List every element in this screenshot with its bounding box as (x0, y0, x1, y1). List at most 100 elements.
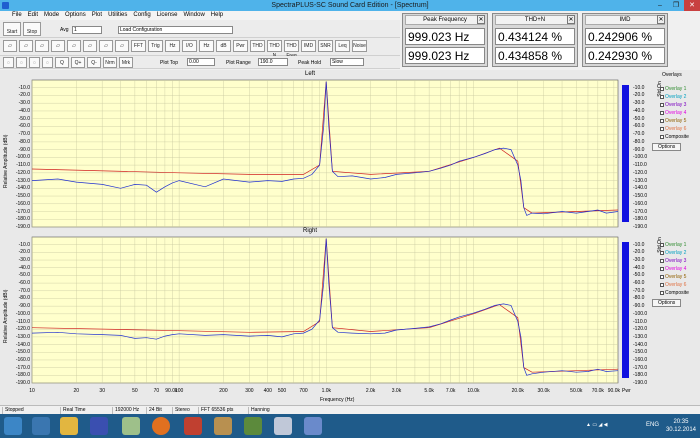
plot-range-input[interactable]: 190.0 (258, 58, 288, 66)
spectraplus-icon[interactable] (274, 417, 292, 435)
overlay-toggle[interactable]: Overlay 5 (660, 274, 686, 280)
overlay-options-button[interactable]: Options (652, 299, 682, 307)
analysis-button[interactable]: Leq (335, 40, 350, 52)
tool-icon-button[interactable]: ▱ (67, 40, 81, 52)
overlay-checkbox[interactable] (660, 102, 664, 107)
overlay-checkbox[interactable] (660, 242, 664, 247)
language-indicator[interactable]: ENG (646, 422, 660, 428)
peak-hold-select[interactable]: Slow (330, 58, 364, 66)
plot-top-input[interactable]: 0.00 (187, 58, 215, 66)
tool-icon-button[interactable]: ▱ (35, 40, 49, 52)
analysis-button[interactable]: Trig (148, 40, 163, 52)
zoom-icon-button[interactable]: ◌ (42, 57, 53, 68)
menu-utilities[interactable]: Utilities (108, 12, 128, 18)
overlay-checkbox[interactable] (660, 126, 664, 131)
firefox-icon[interactable] (152, 417, 170, 435)
plot-option-button[interactable]: Mrk (119, 57, 133, 68)
avg-select[interactable]: 1 (72, 26, 102, 34)
zoom-icon-button[interactable]: ◌ (29, 57, 40, 68)
save-icon[interactable] (90, 417, 108, 435)
analysis-button[interactable]: THD Freq (284, 40, 299, 59)
overlay-checkbox[interactable] (660, 94, 664, 99)
analysis-button[interactable]: THD N (267, 40, 282, 59)
start-icon[interactable] (4, 417, 22, 435)
close-button[interactable]: ✕ (684, 0, 700, 11)
tool-icon-button[interactable]: ▱ (99, 40, 113, 52)
app-disc-icon[interactable] (214, 417, 232, 435)
zoom-icon-button[interactable]: ◌ (3, 57, 14, 68)
overlay-checkbox[interactable] (660, 258, 664, 263)
stop-button[interactable]: Stop (23, 22, 41, 36)
maximize-button[interactable]: ❐ (672, 2, 680, 9)
spectrum-plots[interactable] (0, 70, 700, 405)
plot-option-button[interactable]: Nrm (103, 57, 117, 68)
overlay-toggle[interactable]: Overlay 2 (660, 94, 686, 100)
menu-window[interactable]: Window (183, 12, 205, 18)
start-button[interactable]: Start (3, 22, 21, 36)
overlay-toggle[interactable]: Overlay 3 (660, 258, 686, 264)
menu-file[interactable]: File (12, 12, 22, 18)
analysis-button[interactable]: Hz (199, 40, 214, 52)
composite-checkbox[interactable] (660, 290, 664, 295)
tool-icon-button[interactable]: ▱ (83, 40, 97, 52)
analysis-button[interactable]: Pwr (233, 40, 248, 52)
tool-icon-button[interactable]: ▱ (115, 40, 129, 52)
analysis-button[interactable]: Noise (352, 40, 367, 52)
app-blue-icon[interactable] (304, 417, 322, 435)
alien-icon[interactable] (122, 417, 140, 435)
menu-config[interactable]: Config (133, 12, 151, 18)
tool-icon-button[interactable]: ▱ (19, 40, 33, 52)
app-red-icon[interactable] (184, 417, 202, 435)
analysis-button[interactable]: I/O (182, 40, 197, 52)
tool-icon-button[interactable]: ▱ (51, 40, 65, 52)
overlay-toggle[interactable]: Overlay 6 (660, 282, 686, 288)
overlay-toggle[interactable]: Overlay 2 (660, 250, 686, 256)
menu-edit[interactable]: Edit (27, 12, 39, 18)
menu-options[interactable]: Options (65, 12, 86, 18)
app-green-icon[interactable] (244, 417, 262, 435)
analysis-button[interactable]: Hz (165, 40, 180, 52)
zoom-icon-button[interactable]: ◌ (16, 57, 27, 68)
overlay-toggle[interactable]: Overlay 4 (660, 110, 686, 116)
analysis-button[interactable]: FFT (131, 40, 146, 52)
tool-icon-button[interactable]: ▱ (3, 40, 17, 52)
menu-license[interactable]: License (156, 12, 178, 18)
plot-option-button[interactable]: Q+ (71, 57, 85, 68)
overlay-toggle[interactable]: Overlay 6 (660, 126, 686, 132)
thdn-close-button[interactable]: ✕ (567, 15, 575, 24)
analysis-button[interactable]: SNR (318, 40, 333, 52)
clock[interactable]: 20:35 30.12.2014 (666, 418, 696, 434)
peak-frequency-close-button[interactable]: ✕ (477, 15, 485, 24)
overlay-toggle[interactable]: Overlay 3 (660, 102, 686, 108)
overlay-checkbox[interactable] (660, 282, 664, 287)
analysis-button[interactable]: THD (250, 40, 265, 52)
analysis-button[interactable]: IMD (301, 40, 316, 52)
overlay-checkbox[interactable] (660, 274, 664, 279)
plot-option-button[interactable]: Q (55, 57, 69, 68)
overlay-toggle[interactable]: Overlay 1 (660, 86, 686, 92)
overlay-checkbox[interactable] (660, 118, 664, 123)
composite-checkbox[interactable] (660, 134, 664, 139)
overlay-checkbox[interactable] (660, 266, 664, 271)
overlay-checkbox[interactable] (660, 250, 664, 255)
minimize-button[interactable]: – (658, 2, 662, 9)
analysis-button[interactable]: dB (216, 40, 231, 52)
overlay-toggle[interactable]: Overlay 4 (660, 266, 686, 272)
composite-toggle[interactable]: Composite (660, 290, 689, 296)
folder-icon[interactable] (60, 417, 78, 435)
menu-mode[interactable]: Mode (44, 12, 60, 18)
composite-toggle[interactable]: Composite (660, 134, 689, 140)
imd-close-button[interactable]: ✕ (657, 15, 665, 24)
overlay-checkbox[interactable] (660, 86, 664, 91)
explorer-icon[interactable] (32, 417, 50, 435)
menu-help[interactable]: Help (210, 12, 224, 18)
menu-plot[interactable]: Plot (91, 12, 103, 18)
overlay-toggle[interactable]: Overlay 5 (660, 118, 686, 124)
overlay-checkbox[interactable] (660, 110, 664, 115)
load-configuration-select[interactable]: Load Configuration (118, 26, 233, 34)
tray-icons[interactable]: ▲ ▭ ◢ ◀ (586, 422, 608, 428)
overlay-toggle[interactable]: Overlay 1 (660, 242, 686, 248)
overlay-options-button[interactable]: Options (652, 143, 682, 151)
plot-option-button[interactable]: Q- (87, 57, 101, 68)
clock-time: 20:35 (673, 419, 689, 425)
